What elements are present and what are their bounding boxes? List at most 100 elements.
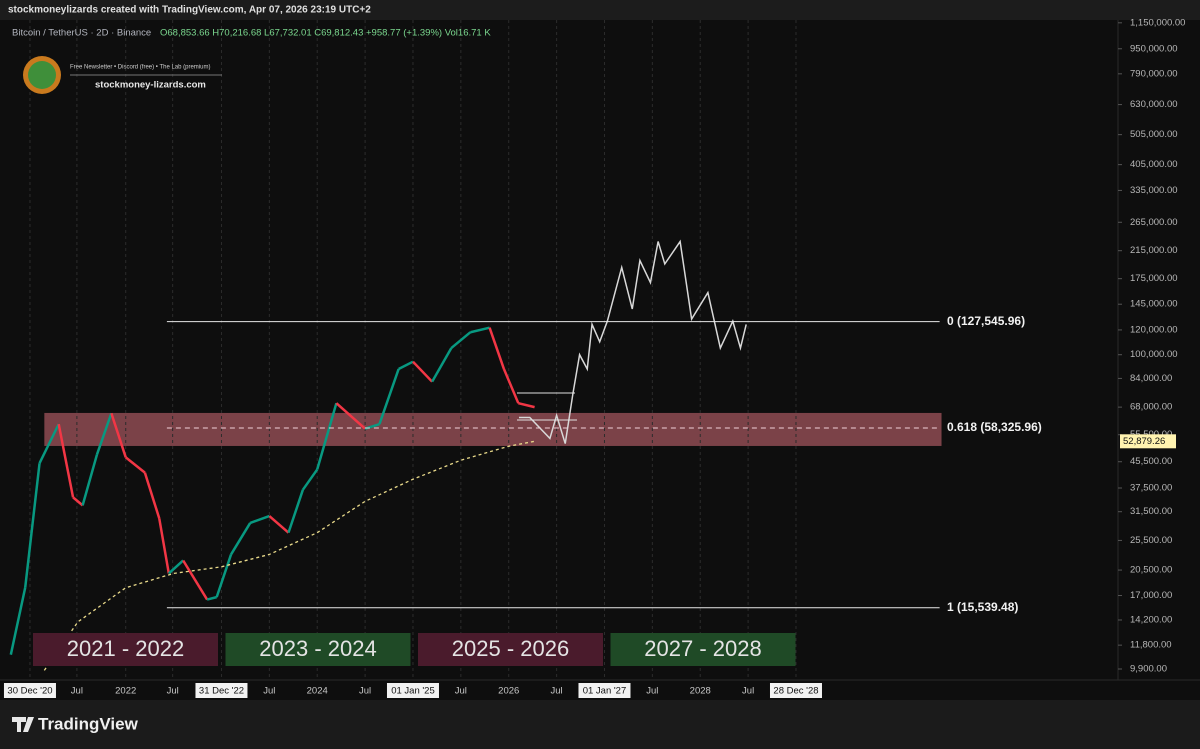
- price-segment: [158, 518, 171, 574]
- y-tick-label: 265,000.00: [1130, 217, 1178, 228]
- tv-logo-text: TradingView: [38, 714, 139, 733]
- x-tick-label: 31 Dec '22: [199, 686, 244, 697]
- price-axis: [1118, 20, 1200, 680]
- period-box: [418, 633, 603, 666]
- y-tick-label: 505,000.00: [1130, 129, 1178, 140]
- x-tick-label: 28 Dec '28: [773, 686, 818, 697]
- x-tick-label: 2022: [115, 686, 136, 697]
- footer-bar: [0, 700, 1200, 749]
- projection-path: [518, 239, 747, 444]
- price-segment: [229, 522, 252, 556]
- x-tick-box: [578, 683, 631, 698]
- price-segment: [81, 454, 99, 506]
- price-segment: [268, 515, 290, 534]
- price-segment: [167, 559, 185, 575]
- x-tick-box: [386, 683, 439, 698]
- price-segment: [95, 412, 113, 455]
- price-segment: [38, 423, 60, 464]
- y-tick-label: 630,000.00: [1130, 99, 1178, 110]
- x-tick-label: Jul: [742, 686, 754, 697]
- tv-logo-mark: [12, 717, 34, 732]
- price-segment: [335, 402, 366, 430]
- moving-average: [43, 440, 535, 671]
- x-tick-label: 01 Jan '25: [391, 686, 435, 697]
- logo-tagline: Free Newsletter • Discord (free) • The L…: [70, 65, 210, 71]
- symbol: Bitcoin / TetherUS · 2D · Binance: [12, 28, 151, 39]
- price-segment: [182, 559, 209, 601]
- period-label: 2021 - 2022: [67, 636, 184, 661]
- period-label: 2023 - 2024: [259, 636, 376, 661]
- y-tick-label: 11,800.00: [1130, 640, 1172, 651]
- y-tick-label: 100,000.00: [1130, 349, 1178, 360]
- fib-label: 0.618 (58,325.96): [947, 420, 1042, 434]
- fib-label: 1 (15,539.48): [947, 600, 1018, 614]
- price-segment: [398, 360, 414, 371]
- y-tick-label: 17,000.00: [1130, 590, 1172, 601]
- y-tick-label: 9,900.00: [1130, 664, 1167, 675]
- price-segment: [518, 401, 535, 409]
- top-bar: [0, 0, 1200, 20]
- price-segment: [502, 368, 520, 404]
- price-segment: [301, 468, 319, 491]
- period-label: 2025 - 2026: [452, 636, 569, 661]
- logo-lizard: [28, 61, 56, 89]
- support-zone: [44, 412, 942, 446]
- fib-label: 0 (127,545.96): [947, 314, 1025, 328]
- price-segment: [488, 327, 506, 370]
- y-tick-label: 405,000.00: [1130, 159, 1178, 170]
- price-segment: [249, 514, 270, 525]
- price-segment: [124, 456, 146, 474]
- y-tick-label: 37,500.00: [1130, 483, 1172, 494]
- period-box: [610, 633, 796, 666]
- x-tick-label: 2024: [307, 686, 328, 697]
- price-segment: [9, 587, 27, 655]
- y-tick-label: 14,200.00: [1130, 614, 1172, 625]
- price-segment: [72, 496, 84, 507]
- y-tick-label: 20,500.00: [1130, 565, 1172, 576]
- x-tick-label: 2026: [498, 686, 519, 697]
- y-tick-label: 175,000.00: [1130, 273, 1178, 284]
- x-tick-label: Jul: [455, 686, 467, 697]
- price-segment: [316, 402, 338, 470]
- y-tick-label: 790,000.00: [1130, 68, 1178, 79]
- price-segment: [206, 595, 217, 601]
- y-tick-label: 120,000.00: [1130, 324, 1178, 335]
- x-tick-label: Jul: [167, 686, 179, 697]
- y-tick-label: 31,500.00: [1130, 506, 1172, 517]
- last-value-label: 52,879.26: [1123, 436, 1165, 447]
- credit: stockmoneylizards created with TradingVi…: [8, 5, 371, 16]
- y-tick-label: 45,500.00: [1130, 456, 1172, 467]
- period-label: 2027 - 2028: [644, 636, 761, 661]
- period-box: [33, 633, 218, 666]
- x-tick-label: 30 Dec '20: [7, 686, 52, 697]
- y-tick-label: 950,000.00: [1130, 43, 1178, 54]
- last-value-marker: [1120, 434, 1176, 449]
- price-segment: [287, 489, 305, 534]
- x-tick-label: 2028: [690, 686, 711, 697]
- x-tick-label: Jul: [551, 686, 563, 697]
- y-tick-label: 84,000.00: [1130, 373, 1172, 384]
- x-tick-label: Jul: [359, 686, 371, 697]
- y-tick-label: 68,000.00: [1130, 402, 1172, 413]
- price-segment: [57, 423, 75, 498]
- x-tick-label: Jul: [646, 686, 658, 697]
- plot-area: [0, 20, 1118, 680]
- chart-layer: 30 Dec '20 Jul 2022 Jul 31 Dec '22 Jul 2024 Jul…: [3, 17, 1185, 698]
- period-box: [225, 633, 411, 666]
- x-tick-box: [195, 683, 248, 698]
- ohlc: O68,853.66 H70,216.68 L67,732.01 C69,812…: [160, 28, 491, 39]
- price-segment: [470, 326, 490, 334]
- price-segment: [23, 463, 41, 588]
- price-segment: [412, 360, 434, 383]
- price-segment: [110, 412, 127, 458]
- x-tick-label: 01 Jan '27: [583, 686, 627, 697]
- logo-site: stockmoney-lizards.com: [95, 80, 206, 91]
- y-tick-label: 335,000.00: [1130, 185, 1178, 196]
- x-tick-box: [769, 683, 822, 698]
- price-segment: [378, 368, 400, 425]
- price-segment: [450, 331, 472, 350]
- x-tick-label: Jul: [263, 686, 275, 697]
- price-segment: [143, 472, 161, 519]
